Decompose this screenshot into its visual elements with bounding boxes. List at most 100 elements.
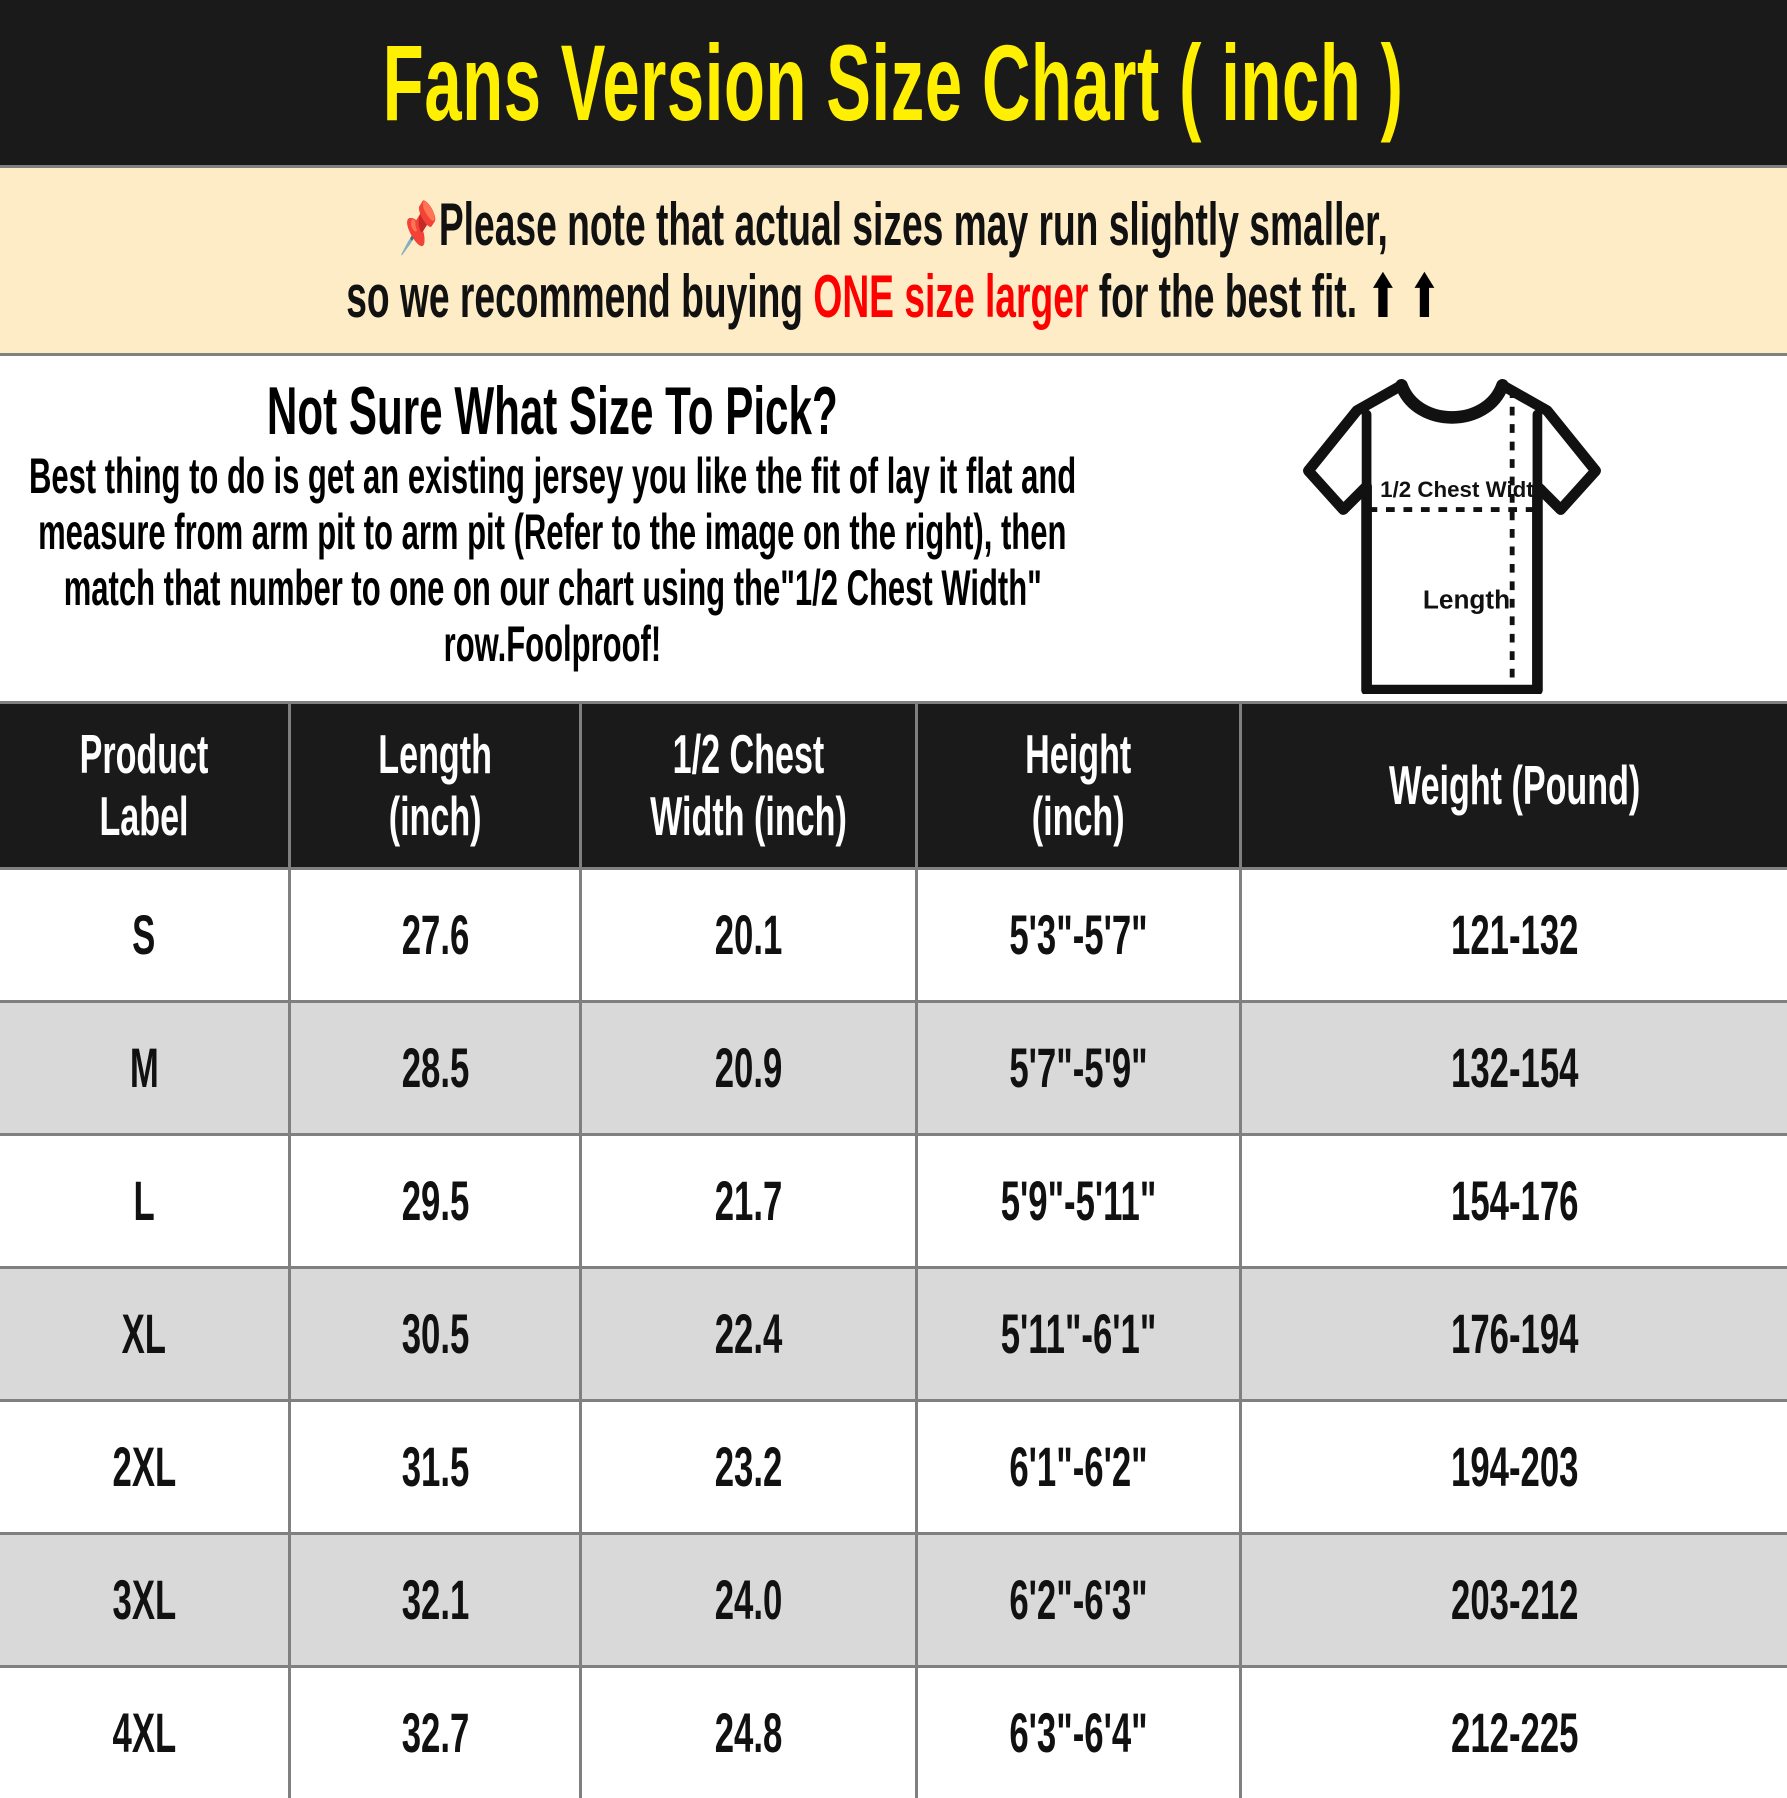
cell-height: 5'3"-5'7": [915, 866, 1242, 1004]
chart-title-bar: Fans Version Size Chart ( inch ): [0, 0, 1787, 165]
notice-text-1: Please note that actual sizes may run sl…: [438, 190, 1388, 258]
header-text: Height (inch): [1025, 722, 1132, 847]
cell-chest: 21.7: [579, 1133, 919, 1270]
table-row: XL 30.5 22.4 5'11"-6'1" 176-194: [0, 1266, 1787, 1403]
cell-text: 31.5: [401, 1435, 469, 1499]
cell-height: 6'1"-6'2": [915, 1399, 1242, 1536]
cell-size: XL: [0, 1266, 291, 1403]
cell-text: 32.1: [401, 1568, 469, 1632]
cell-length: 32.1: [287, 1532, 583, 1669]
cell-length: 31.5: [287, 1399, 583, 1536]
notice-line-2: so we recommend buying ONE size larger f…: [11, 261, 1775, 333]
cell-text: 30.5: [401, 1302, 469, 1366]
cell-weight: 121-132: [1238, 866, 1787, 1004]
column-header-height: Height (inch): [915, 701, 1242, 870]
cell-chest: 24.8: [579, 1665, 919, 1798]
cell-text: 2XL: [112, 1435, 176, 1499]
tshirt-icon: 1/2 Chest Width Length: [1303, 379, 1601, 694]
cell-length: 27.6: [287, 866, 583, 1004]
cell-weight: 194-203: [1238, 1399, 1787, 1536]
header-text: Weight (Pound): [1388, 753, 1640, 816]
info-heading-row: Not Sure What Size To Pick?: [0, 374, 1105, 448]
header-text: 1/2 Chest Width (inch): [650, 722, 848, 847]
cell-weight: 132-154: [1238, 1000, 1787, 1137]
table-row: 3XL 32.1 24.0 6'2"-6'3" 203-212: [0, 1532, 1787, 1669]
column-header-chest-width: 1/2 Chest Width (inch): [579, 701, 919, 870]
cell-text: 6'3"-6'4": [1009, 1701, 1148, 1765]
cell-text: 5'7"-5'9": [1009, 1036, 1148, 1100]
notice-line-1: 📌Please note that actual sizes may run s…: [96, 189, 1691, 261]
cell-weight: 176-194: [1238, 1266, 1787, 1403]
cell-text: 24.0: [714, 1568, 783, 1632]
cell-text: 20.9: [714, 1036, 783, 1100]
cell-text: 24.8: [714, 1701, 783, 1765]
cell-text: XL: [121, 1302, 167, 1366]
column-header-length: Length (inch): [287, 701, 583, 870]
cell-size: S: [0, 866, 291, 1004]
info-body-row: match that number to one on our chart us…: [0, 560, 1105, 616]
cell-length: 28.5: [287, 1000, 583, 1137]
notice-text-2b: for the best fit.: [1088, 262, 1368, 330]
cell-chest: 20.9: [579, 1000, 919, 1137]
chest-width-label: 1/2 Chest Width: [1380, 477, 1547, 502]
table-row: L 29.5 21.7 5'9"-5'11" 154-176: [0, 1133, 1787, 1270]
column-header-product-label: Product Label: [0, 701, 291, 870]
info-body-row: measure from arm pit to arm pit (Refer t…: [0, 504, 1105, 560]
cell-weight: 212-225: [1238, 1665, 1787, 1798]
cell-text: 5'3"-5'7": [1009, 903, 1148, 967]
cell-length: 32.7: [287, 1665, 583, 1798]
cell-text: 132-154: [1450, 1036, 1579, 1100]
cell-text: 21.7: [714, 1169, 783, 1233]
cell-text: 176-194: [1450, 1302, 1579, 1366]
notice-line-1-content: 📌Please note that actual sizes may run s…: [399, 194, 1388, 256]
notice-line-2-content: so we recommend buying ONE size larger f…: [347, 266, 1441, 327]
info-line-1: Best thing to do is get an existing jers…: [28, 448, 1077, 504]
cell-text: 23.2: [714, 1435, 783, 1499]
table-row: M 28.5 20.9 5'7"-5'9" 132-154: [0, 1000, 1787, 1137]
cell-text: 28.5: [401, 1036, 469, 1100]
table-header-row: Product Label Length (inch) 1/2 Chest Wi…: [0, 701, 1787, 870]
info-line-2: measure from arm pit to arm pit (Refer t…: [38, 504, 1067, 560]
cell-height: 5'9"-5'11": [915, 1133, 1242, 1270]
arrow-up-icon: ⬆ ⬆: [1367, 262, 1441, 330]
cell-text: 5'11"-6'1": [1000, 1302, 1157, 1366]
column-header-weight: Weight (Pound): [1238, 701, 1787, 870]
cell-chest: 22.4: [579, 1266, 919, 1403]
cell-size: 3XL: [0, 1532, 291, 1669]
cell-text: 121-132: [1450, 903, 1579, 967]
table-row: 4XL 32.7 24.8 6'3"-6'4" 212-225: [0, 1665, 1787, 1798]
cell-text: 20.1: [714, 903, 783, 967]
pushpin-icon: 📌: [399, 199, 438, 256]
cell-height: 5'7"-5'9": [915, 1000, 1242, 1137]
cell-text: 154-176: [1450, 1169, 1579, 1233]
table-body: S 27.6 20.1 5'3"-5'7" 121-132 M 28.5 20.…: [0, 866, 1787, 1798]
table-row: S 27.6 20.1 5'3"-5'7" 121-132: [0, 866, 1787, 1004]
cell-text: 4XL: [112, 1701, 176, 1765]
cell-text: 3XL: [112, 1568, 176, 1632]
cell-text: 27.6: [401, 903, 469, 967]
info-text-block: Not Sure What Size To Pick? Best thing t…: [0, 374, 1105, 672]
info-body-row: row.Foolproof!: [0, 616, 1105, 672]
notice-text-2a: so we recommend buying: [346, 262, 814, 330]
cell-length: 30.5: [287, 1266, 583, 1403]
page-title: Fans Version Size Chart ( inch ): [383, 21, 1404, 143]
table-row: 2XL 31.5 23.2 6'1"-6'2" 194-203: [0, 1399, 1787, 1536]
info-body-row: Best thing to do is get an existing jers…: [0, 448, 1105, 504]
cell-text: L: [133, 1169, 155, 1233]
cell-length: 29.5: [287, 1133, 583, 1270]
cell-text: 194-203: [1450, 1435, 1579, 1499]
size-chart-table: Product Label Length (inch) 1/2 Chest Wi…: [0, 701, 1787, 1798]
info-line-4: row.Foolproof!: [443, 616, 662, 672]
cell-text: 22.4: [714, 1302, 783, 1366]
cell-text: 5'9"-5'11": [1000, 1169, 1157, 1233]
cell-height: 6'3"-6'4": [915, 1665, 1242, 1798]
header-text: Length (inch): [378, 722, 492, 847]
header-text: Product Label: [79, 722, 209, 847]
info-line-3: match that number to one on our chart us…: [63, 560, 1042, 616]
cell-chest: 24.0: [579, 1532, 919, 1669]
cell-size: M: [0, 1000, 291, 1137]
cell-weight: 154-176: [1238, 1133, 1787, 1270]
cell-height: 6'2"-6'3": [915, 1532, 1242, 1669]
cell-text: 32.7: [401, 1701, 469, 1765]
